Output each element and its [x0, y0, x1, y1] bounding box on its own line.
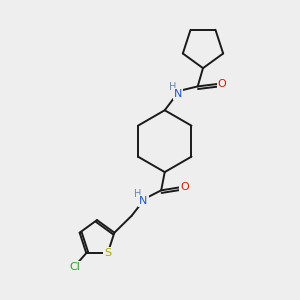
Text: N: N — [139, 196, 148, 206]
Text: O: O — [180, 182, 189, 192]
Text: H: H — [169, 82, 177, 92]
Text: N: N — [174, 89, 182, 99]
Text: H: H — [134, 189, 141, 199]
Text: S: S — [104, 248, 111, 258]
Text: Cl: Cl — [69, 262, 80, 272]
Text: O: O — [218, 79, 226, 89]
